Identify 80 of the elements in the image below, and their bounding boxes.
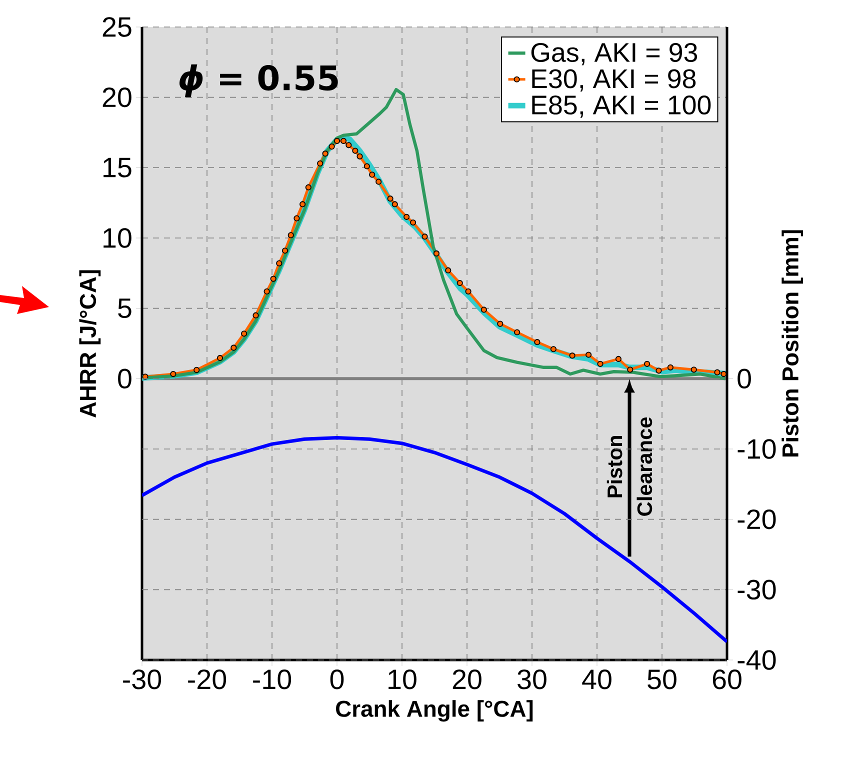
x-tick-label: 40 <box>582 670 612 690</box>
annotation: Piston Clearance <box>606 417 652 516</box>
point <box>270 276 276 282</box>
x-tick-label: 50 <box>648 670 676 690</box>
y2-tick-label: -40 <box>738 650 776 670</box>
point <box>170 370 176 378</box>
y-tick-label: 25 <box>102 17 132 37</box>
x-tick-label: -20 <box>188 670 226 690</box>
point <box>597 360 604 367</box>
point <box>376 178 382 185</box>
point <box>497 320 504 327</box>
point <box>534 339 540 346</box>
point <box>328 144 335 150</box>
point <box>656 368 662 374</box>
point <box>569 352 576 359</box>
point <box>586 352 592 358</box>
x-tick-label: 20 <box>452 670 482 690</box>
y-tick-label: 0 <box>118 368 132 389</box>
text: ϕ = 0.55 <box>179 64 338 98</box>
point <box>369 172 376 178</box>
point <box>356 153 363 160</box>
point <box>445 267 452 274</box>
point <box>294 215 300 222</box>
point <box>456 280 463 286</box>
point <box>241 330 248 337</box>
point <box>627 366 634 373</box>
point <box>300 201 306 208</box>
point <box>392 201 398 208</box>
point <box>404 214 410 220</box>
y-tick-label: 20 <box>102 87 132 108</box>
point <box>288 232 294 238</box>
y2-axis-title: Piston Position [mm] <box>782 230 804 457</box>
x-tick-label: -10 <box>253 670 292 690</box>
point <box>142 374 148 380</box>
point <box>264 288 270 294</box>
point <box>194 366 200 373</box>
y2-tick-label: -20 <box>738 509 776 530</box>
y2-tick-label: -10 <box>738 439 776 459</box>
point <box>252 312 259 318</box>
y-tick-label: 10 <box>104 228 132 248</box>
x-axis-title: Crank Angle [°CA] <box>336 700 533 722</box>
point <box>317 160 324 166</box>
point <box>550 346 557 352</box>
y2-tick-label: 0 <box>738 368 751 389</box>
point <box>690 366 697 373</box>
x-tick-label: 60 <box>712 670 742 690</box>
point <box>714 369 720 376</box>
point <box>230 344 237 351</box>
point <box>433 250 440 257</box>
point <box>644 360 650 367</box>
point <box>340 138 347 144</box>
x-tick-label: 0 <box>330 670 344 690</box>
point <box>387 196 394 202</box>
y-tick-label: 5 <box>118 298 132 318</box>
point <box>465 288 472 294</box>
x-tick-label: 30 <box>518 670 546 690</box>
point <box>322 150 328 157</box>
point <box>514 329 520 336</box>
point <box>480 306 487 313</box>
point <box>216 354 224 362</box>
point <box>305 184 312 190</box>
x-tick-label: -30 <box>123 670 162 690</box>
point <box>422 234 428 240</box>
point <box>410 219 416 226</box>
y-tick-label: 15 <box>104 158 132 178</box>
point <box>364 163 370 170</box>
point <box>352 148 358 154</box>
point <box>615 356 622 362</box>
point <box>667 364 674 370</box>
point <box>276 260 282 266</box>
point <box>282 248 288 254</box>
point <box>346 142 352 148</box>
x-tick-label: 10 <box>388 670 416 690</box>
point <box>334 138 340 144</box>
legend-label: E30, AKI = 98 <box>532 69 696 92</box>
point <box>720 370 727 378</box>
legend-label: Gas, AKI = 93 <box>531 42 698 66</box>
y-axis-title: AHRR [J/°CA] <box>79 270 101 418</box>
legend-label: E85, AKI = 100 <box>532 96 711 118</box>
y2-tick-label: -30 <box>738 580 776 600</box>
